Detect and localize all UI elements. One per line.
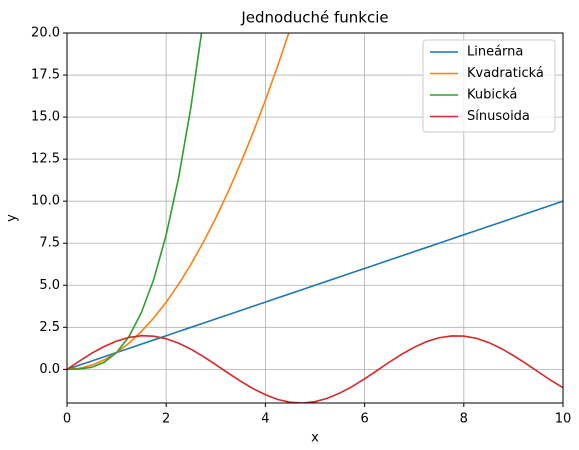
- x-tick-label: 4: [261, 412, 269, 427]
- legend-box: [422, 39, 556, 133]
- y-tick-label: 15.0: [31, 110, 60, 125]
- series-line: [67, 33, 203, 371]
- y-tick-label: 0.0: [39, 362, 60, 377]
- x-tick-label: 6: [360, 412, 368, 427]
- legend-label: Lineárna: [467, 45, 523, 60]
- y-tick-label: 5.0: [39, 278, 60, 293]
- y-tick-label: 17.5: [31, 68, 60, 83]
- legend-label: Kvadratická: [467, 66, 544, 81]
- legend-label: Kubická: [467, 88, 517, 103]
- legend-label: Sínusoida: [467, 109, 530, 124]
- y-tick-label: 20.0: [31, 26, 60, 41]
- plot-area: [67, 33, 563, 403]
- y-tick-label: 10.0: [31, 194, 60, 209]
- chart-title: Jednoduché funkcie: [240, 9, 388, 27]
- y-tick-label: 12.5: [31, 152, 60, 167]
- y-tick-label: 2.5: [39, 320, 60, 335]
- y-axis-label: y: [5, 214, 20, 222]
- series-line: [67, 334, 563, 403]
- series-line: [67, 33, 290, 371]
- x-tick-label: 0: [63, 412, 71, 427]
- x-tick-label: 10: [555, 412, 572, 427]
- x-tick-label: 2: [162, 412, 170, 427]
- y-tick-label: 7.5: [39, 236, 60, 251]
- x-axis-label: x: [311, 431, 319, 446]
- x-tick-label: 8: [460, 412, 468, 427]
- axes-frame: [66, 32, 564, 404]
- legend: Lineárna Kvadratická Kubická Sínusoida: [422, 39, 556, 133]
- series-line: [67, 200, 563, 371]
